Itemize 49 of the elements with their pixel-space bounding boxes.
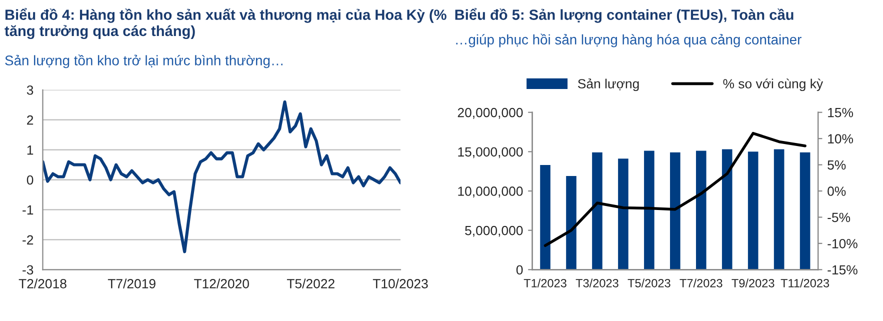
x-tick-label: T1/2023	[524, 278, 566, 288]
x-tick-label: T3/2023	[576, 278, 618, 288]
legend-label: % so với cùng kỳ	[723, 78, 824, 92]
x-tick-label: T5/2022	[286, 278, 334, 288]
chart-title: Biểu đồ 5: Sản lượng container (TEUs), Toàn cầu	[455, 8, 794, 23]
y-tick-label: 0	[516, 265, 523, 275]
y-tick-label: 0	[26, 175, 34, 185]
legend-label: Sản lượng	[578, 78, 639, 92]
bar	[668, 150, 682, 270]
bar	[694, 149, 708, 270]
bar	[590, 150, 604, 270]
x-tick-label: T7/2019	[108, 278, 156, 288]
y-tick-label: -3	[22, 265, 34, 275]
x-tick-label: T2/2018	[18, 278, 66, 288]
y-tick-label: -1	[22, 205, 34, 214]
y-tick-label: -2	[22, 235, 34, 244]
x-tick-label: T7/2023	[680, 278, 722, 288]
chart-subtitle: …giúp phục hồi sản lượng hàng hóa qua cảng container	[456, 34, 802, 48]
bar	[720, 148, 734, 270]
line-series	[42, 100, 400, 254]
x-tick-label: T10/2023	[372, 278, 428, 288]
bar	[772, 148, 786, 270]
y2-tick-label: 15%	[828, 108, 854, 118]
line-series	[544, 132, 806, 247]
bar	[746, 150, 760, 270]
y2-tick-label: 10%	[828, 134, 854, 144]
bar	[538, 164, 552, 270]
chart-title: Biểu đồ 4: Hàng tồn kho sản xuất và thương mại của Hoa Kỳ (% tăng trưởng qua các tháng)	[4, 8, 446, 40]
y-tick-label: 20,000,000	[458, 108, 523, 119]
x-tick-label: T9/2023	[732, 278, 774, 288]
bar	[798, 150, 812, 270]
y2-tick-label: -15%	[828, 265, 858, 275]
y2-tick-label: 0%	[828, 186, 846, 196]
x-tick-label: T11/2023	[780, 278, 830, 288]
y2-tick-label: -5%	[828, 212, 850, 222]
x-tick-label: T12/2020	[194, 278, 249, 288]
bar	[616, 157, 630, 270]
y-tick-label: 5,000,000	[465, 226, 523, 237]
bar	[642, 149, 656, 270]
y-tick-label: 15,000,000	[458, 147, 523, 158]
y-tick-label: 3	[26, 85, 34, 95]
y-tick-label: 2	[27, 115, 34, 125]
y-tick-label: 10,000,000	[458, 186, 523, 198]
x-tick-label: T5/2023	[628, 278, 670, 288]
bar	[564, 174, 578, 270]
chart-subtitle: Sản lượng tồn kho trở lại mức bình thường…	[5, 54, 282, 68]
y-tick-label: 1	[27, 146, 34, 155]
y2-tick-label: -10%	[828, 238, 858, 248]
y2-tick-label: 5%	[828, 160, 846, 170]
